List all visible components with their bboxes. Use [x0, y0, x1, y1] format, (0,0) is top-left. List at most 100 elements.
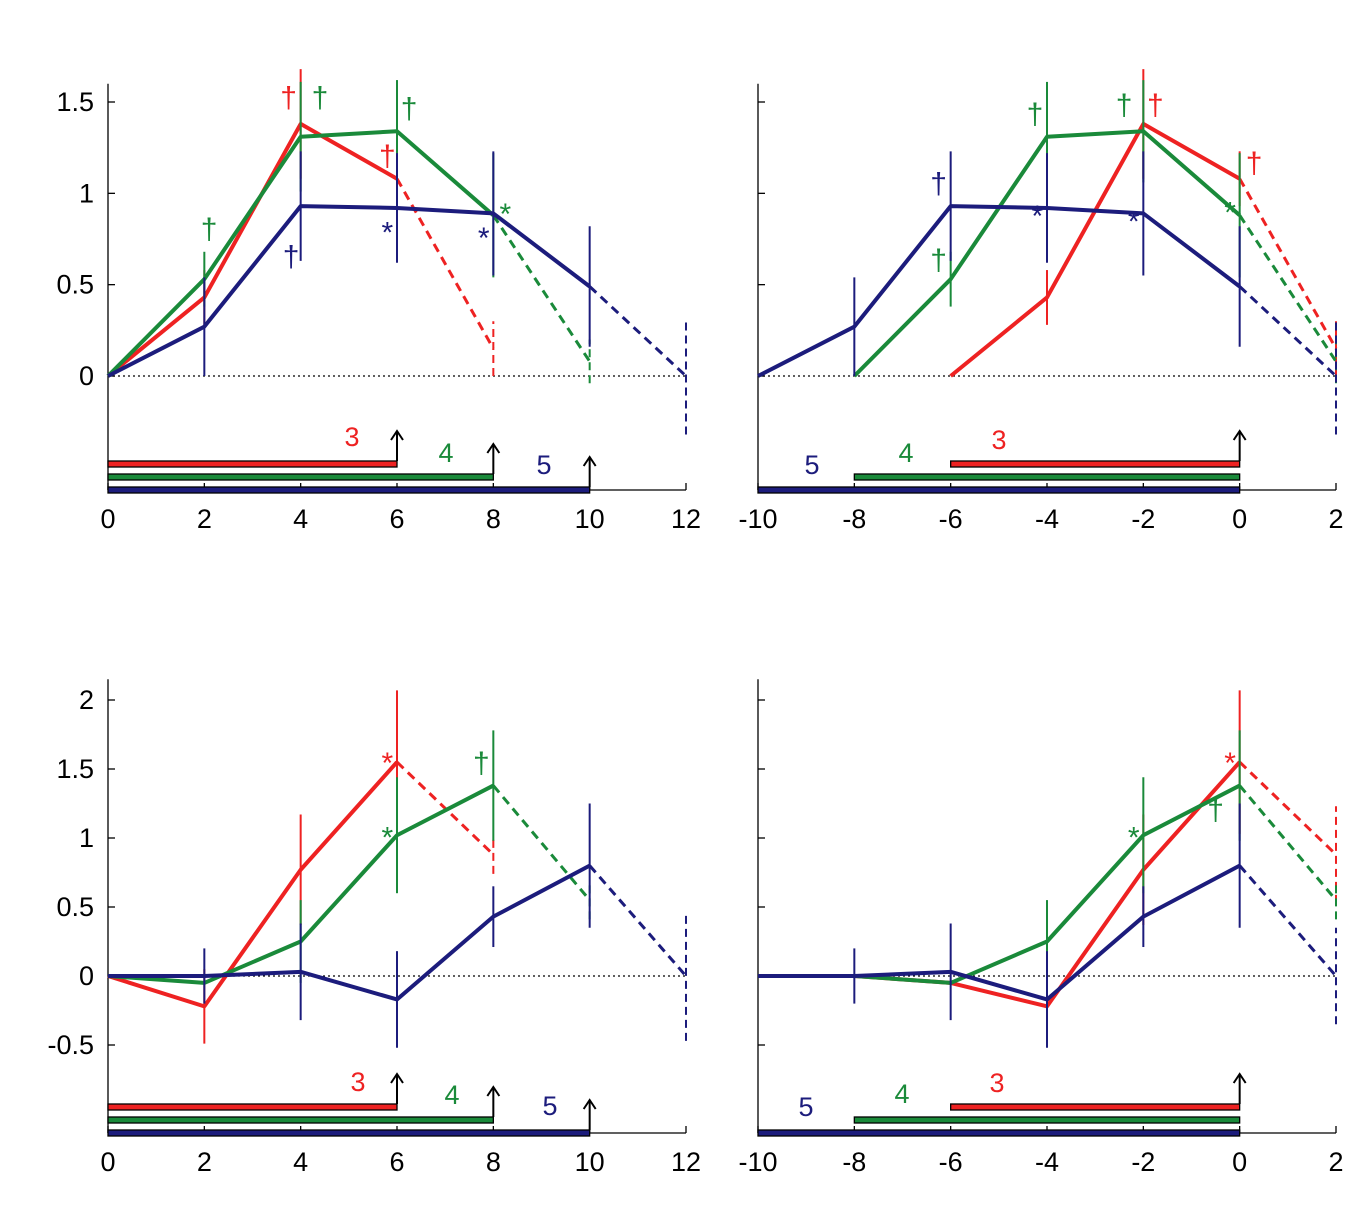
significance-dagger: † — [1027, 98, 1044, 131]
sniff-arrow-head — [582, 1098, 597, 1110]
series-dashed-segment — [1238, 214, 1338, 363]
significance-star: * — [382, 216, 394, 249]
x-tick-label: 0 — [1232, 504, 1247, 534]
sniff-count-label: 3 — [989, 1068, 1004, 1098]
panel-c: -0.5 0 0.5 1 1.5 2 0 2 4 6 8 10 12 * * † 3 4 5 — [47, 679, 701, 1177]
series-line — [949, 121, 1241, 378]
x-tick-label: 8 — [486, 504, 501, 534]
sniff-arrow-head — [1232, 429, 1247, 441]
y-tick-label: 0 — [79, 361, 94, 391]
x-tick-label: -8 — [842, 1147, 866, 1177]
significance-star: * — [382, 747, 394, 780]
sniff-bar — [107, 473, 494, 481]
panel-a: 00.511.50 2 4 6 8 10 12†† † †††* **34 5 — [56, 69, 701, 534]
x-tick-label: 2 — [197, 1147, 212, 1177]
series-line — [107, 204, 591, 378]
sniff-count-label: 4 — [894, 1079, 909, 1109]
series-dashed-segment — [588, 285, 688, 378]
x-tick-label: -10 — [738, 1147, 777, 1177]
series-2 — [107, 151, 688, 435]
x-tick-label: 4 — [293, 504, 308, 534]
sniff-count-label: 4 — [438, 438, 453, 468]
x-tick-label: -4 — [1035, 504, 1059, 534]
x-tick-label: 10 — [575, 1147, 605, 1177]
series-1 — [852, 80, 1338, 384]
sniff-bar — [107, 486, 591, 494]
x-tick-label: -8 — [842, 504, 866, 534]
x-tick-label: 10 — [575, 504, 605, 534]
significance-star: * — [382, 822, 394, 855]
x-tick-label: -2 — [1131, 1147, 1155, 1177]
significance-dagger: † — [1147, 89, 1164, 122]
significance-dagger: † — [1207, 794, 1224, 827]
sniff-bar — [107, 1129, 591, 1137]
series-dashed-segment — [1238, 784, 1338, 902]
significance-star: * — [478, 222, 490, 255]
significance-dagger: † — [930, 244, 947, 277]
series-dashed-segment — [1238, 285, 1338, 378]
sniff-count-label: 3 — [350, 1067, 365, 1097]
panel-b: -10 -8 -6 -4 -2 0 2 † † † † † † * * * 3 4 5 — [738, 69, 1344, 534]
series-2 — [758, 803, 1338, 1048]
significance-star: * — [1224, 747, 1236, 780]
series-dashed-segment — [492, 214, 591, 363]
series-line — [758, 863, 1241, 1002]
x-tick-label: 6 — [389, 1147, 404, 1177]
significance-dagger: † — [930, 167, 947, 200]
significance-dagger: † — [283, 240, 300, 273]
series-dashed-segment — [492, 784, 591, 902]
x-tick-label: 12 — [671, 1147, 701, 1177]
y-tick-label: 1 — [79, 178, 94, 208]
sniff-count-label: 3 — [991, 425, 1006, 455]
series-1 — [107, 730, 591, 985]
significance-dagger: † — [312, 81, 329, 114]
y-tick-label: 0.5 — [56, 270, 94, 300]
series-2 — [108, 803, 688, 1048]
sniff-bar — [107, 1103, 398, 1111]
x-tick-label: 2 — [1328, 1147, 1343, 1177]
sniff-arrow-head — [390, 429, 404, 441]
x-tick-label: 0 — [100, 1147, 115, 1177]
series-line — [757, 204, 1241, 378]
x-tick-label: -4 — [1035, 1147, 1059, 1177]
significance-star: * — [1128, 205, 1140, 238]
x-tick-label: 2 — [197, 504, 212, 534]
sniff-bar — [853, 473, 1241, 481]
series-dashed-segment — [1238, 761, 1338, 856]
sniff-bar — [107, 1116, 494, 1124]
sniff-bar — [950, 460, 1241, 468]
x-tick-label: -10 — [738, 504, 777, 534]
significance-dagger: † — [1246, 147, 1263, 180]
significance-star: * — [1032, 200, 1044, 233]
sniff-bar — [757, 486, 1241, 494]
significance-dagger: † — [1116, 89, 1133, 122]
x-tick-label: -2 — [1131, 504, 1155, 534]
significance-star: * — [1224, 196, 1236, 229]
sniff-bar — [950, 1103, 1241, 1111]
panel-d: -10 -8 -6 -4 -2 0 2**†345 — [738, 679, 1344, 1177]
sniff-count-label: 5 — [536, 450, 551, 480]
series-2 — [757, 151, 1338, 435]
series-line — [758, 783, 1241, 985]
series-dashed-segment — [1238, 177, 1338, 350]
sniff-count-label: 4 — [444, 1080, 459, 1110]
significance-star: * — [500, 198, 512, 231]
sniff-count-label: 5 — [798, 1092, 813, 1122]
y-tick-label: 2 — [79, 685, 94, 715]
significance-dagger: † — [280, 81, 297, 114]
sniff-bar — [853, 1116, 1241, 1124]
series-line — [108, 863, 591, 1002]
sniff-count-label: 3 — [344, 422, 359, 452]
series-1 — [758, 730, 1338, 985]
series-dashed-segment — [1238, 864, 1338, 977]
x-tick-label: -6 — [939, 1147, 963, 1177]
x-tick-label: 6 — [389, 504, 404, 534]
x-tick-label: 0 — [1232, 1147, 1247, 1177]
x-tick-label: 0 — [100, 504, 115, 534]
series-line — [106, 121, 398, 378]
sniff-arrow-head — [486, 442, 501, 454]
series-line — [106, 129, 495, 378]
series-line — [852, 129, 1241, 378]
significance-star: * — [1128, 822, 1140, 855]
